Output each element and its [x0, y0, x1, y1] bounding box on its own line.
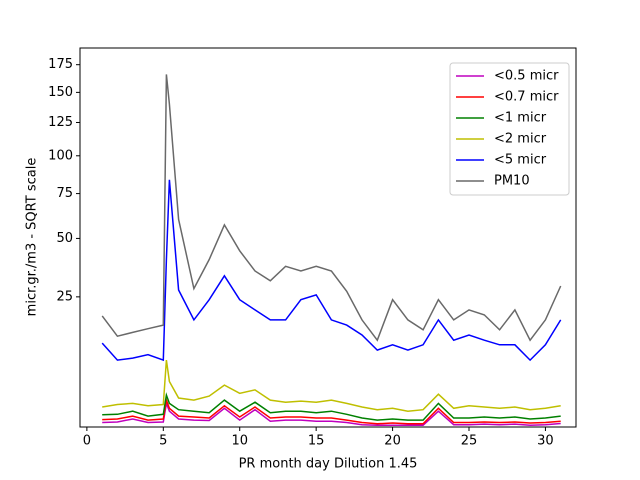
x-tick-label: 20: [384, 434, 401, 449]
x-tick-label: 25: [461, 434, 478, 449]
series-line: [102, 392, 561, 421]
legend-label: <0.5 micr: [494, 69, 559, 84]
y-axis-label: micr.gr./m3 - SQRT scale: [25, 158, 40, 317]
legend-label: <1 micr: [494, 111, 547, 126]
y-tick-label: 125: [48, 115, 73, 130]
legend-label: <2 micr: [494, 132, 547, 147]
y-tick-label: 100: [48, 148, 73, 163]
series-line: [102, 397, 561, 425]
y-tick-label: 25: [56, 289, 73, 304]
x-tick-label: 5: [159, 434, 167, 449]
legend-label: PM10: [494, 174, 530, 189]
legend-box: [449, 62, 570, 196]
series-line: [101, 74, 562, 342]
y-tick-label: 175: [48, 57, 73, 72]
legend-label: <0.7 micr: [494, 90, 559, 105]
y-tick-label: 50: [56, 231, 73, 246]
y-tick-label: 150: [48, 85, 73, 100]
x-tick-label: 30: [537, 434, 554, 449]
series-line: [101, 179, 562, 362]
series-line: [102, 400, 561, 427]
x-tick-label: 15: [308, 434, 325, 449]
y-tick-label: 75: [56, 186, 73, 201]
x-axis-label: PR month day Dilution 1.45: [239, 457, 418, 472]
plot-frame: [79, 47, 577, 428]
x-tick-label: 10: [231, 434, 248, 449]
series-line: [102, 359, 561, 412]
legend-label: <5 micr: [494, 153, 547, 168]
x-tick-label: 0: [83, 434, 91, 449]
